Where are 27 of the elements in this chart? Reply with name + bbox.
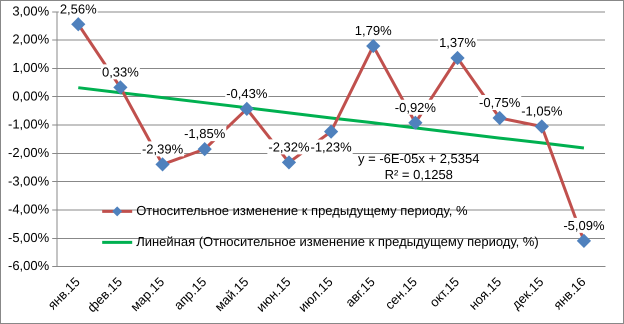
data-label: -1,85%	[184, 126, 226, 142]
data-label: -1,05%	[521, 104, 563, 119]
legend-label: Линейная (Относительное изменение к предыдущему периоду, %)	[136, 234, 539, 249]
y-tick-label: -5,00%	[8, 230, 50, 245]
data-label: 1,37%	[439, 35, 476, 50]
data-label: -2,39%	[142, 141, 184, 156]
y-tick-label: -2,00%	[8, 144, 50, 160]
annotation: R² = 0,1258	[384, 167, 453, 182]
data-label: -0,43%	[226, 86, 268, 101]
data-label: 2,56%	[60, 1, 98, 16]
legend-label: Относительное изменение к предыдущему периоду, %	[136, 202, 468, 218]
y-tick-label: -3,00%	[8, 173, 50, 188]
data-label: -0,75%	[479, 95, 521, 110]
y-tick-label: 2,00%	[12, 32, 50, 47]
y-tick-label: 1,00%	[12, 60, 50, 76]
y-tick-label: 0,00%	[12, 88, 50, 104]
y-tick-label: -1,00%	[8, 116, 50, 132]
y-tick-label: -4,00%	[8, 202, 50, 217]
data-label: -5,09%	[563, 218, 605, 233]
data-label: 1,79%	[354, 23, 392, 38]
y-tick-label: -6,00%	[8, 258, 50, 274]
data-label: -0,92%	[394, 100, 436, 115]
data-label: 0,33%	[102, 64, 140, 80]
y-tick-label: 3,00%	[12, 3, 50, 18]
annotation: y = -6E-05x + 2,5354	[358, 151, 480, 166]
data-label: -1,23%	[310, 140, 352, 155]
data-label: -2,32%	[268, 140, 310, 155]
